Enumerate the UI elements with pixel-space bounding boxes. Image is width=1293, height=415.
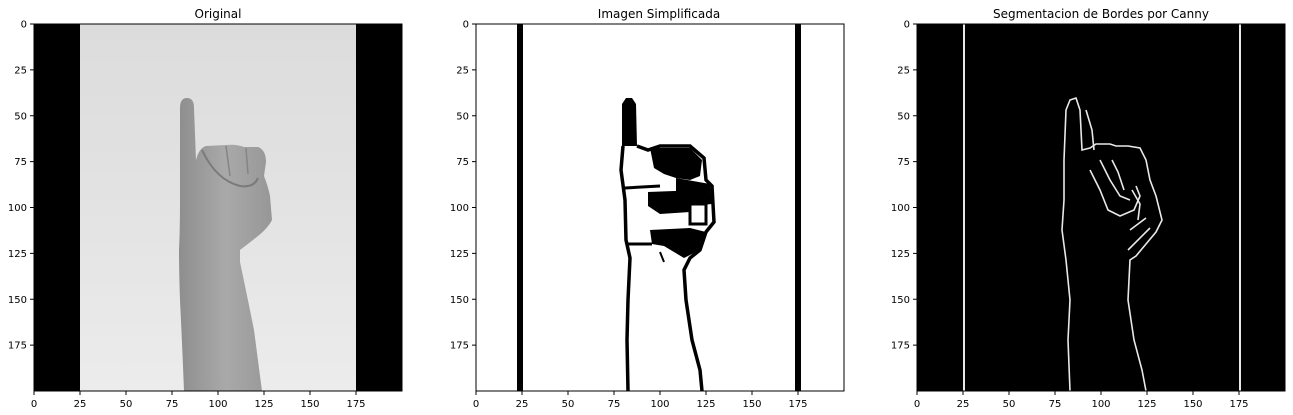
y-tick-label: 50 bbox=[897, 111, 910, 122]
panel-simplified: Imagen Simplificada 0 25 50 75 100 125 150 175 … bbox=[450, 7, 845, 410]
x-tick-label: 100 bbox=[1091, 399, 1110, 410]
hand-silhouette bbox=[179, 98, 272, 391]
y-tick-label: 175 bbox=[891, 341, 910, 352]
hand-outline bbox=[619, 144, 716, 392]
x-tick-label: 50 bbox=[562, 399, 575, 410]
x-tick-label: 150 bbox=[300, 399, 319, 410]
x-tick-label: 0 bbox=[914, 399, 920, 410]
x-tick-label: 150 bbox=[742, 399, 761, 410]
x-tick-label: 75 bbox=[608, 399, 621, 410]
panel-title: Original bbox=[195, 7, 242, 21]
y-tick-label: 150 bbox=[450, 295, 469, 306]
y-tick-label: 0 bbox=[904, 20, 910, 31]
y-tick-label: 0 bbox=[463, 20, 469, 31]
x-tick-label: 125 bbox=[696, 399, 715, 410]
y-tick-label: 50 bbox=[456, 111, 469, 122]
y-tick-label: 125 bbox=[891, 249, 910, 260]
x-tick-label: 25 bbox=[74, 399, 87, 410]
original-image bbox=[34, 24, 402, 391]
x-tick-label: 50 bbox=[1003, 399, 1016, 410]
y-tick-label: 25 bbox=[14, 65, 27, 76]
x-tick-label: 50 bbox=[120, 399, 133, 410]
y-tick-label: 100 bbox=[891, 203, 910, 214]
y-tick-label: 25 bbox=[456, 65, 469, 76]
panel-canny: Segmentacion de Bordes por Canny 0 25 50 75… bbox=[891, 7, 1286, 410]
y-axis: 0 25 50 75 100 125 150 175 bbox=[8, 20, 34, 352]
y-tick-label: 175 bbox=[8, 341, 27, 352]
panel-title: Segmentacion de Bordes por Canny bbox=[993, 7, 1209, 21]
y-tick-label: 75 bbox=[897, 157, 910, 168]
x-axis: 0 25 50 75 100 125 150 175 bbox=[914, 391, 1249, 410]
y-tick-label: 100 bbox=[450, 203, 469, 214]
canny-image bbox=[917, 24, 1285, 392]
edge-lines bbox=[1061, 96, 1163, 392]
y-tick-label: 0 bbox=[21, 20, 27, 31]
y-tick-label: 175 bbox=[450, 341, 469, 352]
y-tick-label: 125 bbox=[450, 249, 469, 260]
x-tick-label: 175 bbox=[1229, 399, 1248, 410]
y-tick-label: 125 bbox=[8, 249, 27, 260]
y-tick-label: 150 bbox=[8, 295, 27, 306]
simplified-image bbox=[476, 24, 844, 392]
y-axis: 0 25 50 75 100 125 150 175 bbox=[891, 20, 917, 352]
y-tick-label: 75 bbox=[14, 157, 27, 168]
x-tick-label: 75 bbox=[1049, 399, 1062, 410]
y-tick-label: 75 bbox=[456, 157, 469, 168]
x-tick-label: 0 bbox=[31, 399, 37, 410]
x-tick-label: 125 bbox=[1137, 399, 1156, 410]
x-tick-label: 25 bbox=[957, 399, 970, 410]
x-axis: 0 25 50 75 100 125 150 175 bbox=[31, 391, 366, 410]
x-tick-label: 100 bbox=[208, 399, 227, 410]
x-tick-label: 0 bbox=[473, 399, 479, 410]
x-tick-label: 175 bbox=[346, 399, 365, 410]
y-tick-label: 50 bbox=[14, 111, 27, 122]
y-tick-label: 25 bbox=[897, 65, 910, 76]
x-tick-label: 175 bbox=[788, 399, 807, 410]
y-tick-label: 150 bbox=[891, 295, 910, 306]
y-axis: 0 25 50 75 100 125 150 175 bbox=[450, 20, 476, 352]
x-tick-label: 75 bbox=[166, 399, 179, 410]
x-tick-label: 125 bbox=[254, 399, 273, 410]
panel-original: Original 0 25 50 75 100 125 150 175 0 25 50 75 100 1… bbox=[8, 7, 403, 410]
x-tick-label: 150 bbox=[1183, 399, 1202, 410]
panel-title: Imagen Simplificada bbox=[598, 7, 720, 21]
x-tick-label: 25 bbox=[516, 399, 529, 410]
y-tick-label: 100 bbox=[8, 203, 27, 214]
x-axis: 0 25 50 75 100 125 150 175 bbox=[473, 391, 808, 410]
x-tick-label: 100 bbox=[650, 399, 669, 410]
